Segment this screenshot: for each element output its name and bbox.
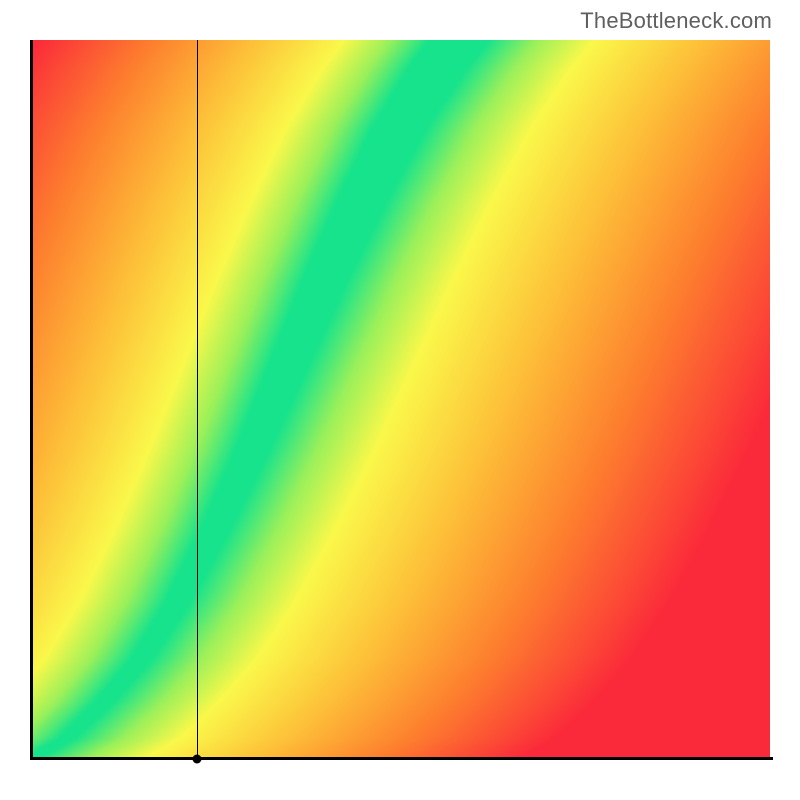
heatmap-canvas [30,40,770,760]
chart-container: TheBottleneck.com [0,0,800,800]
marker-dot [192,755,201,764]
watermark-text: TheBottleneck.com [580,8,772,34]
marker-vertical-line [197,40,198,760]
plot-area [30,40,770,760]
x-axis [30,757,773,760]
y-axis [30,40,33,760]
